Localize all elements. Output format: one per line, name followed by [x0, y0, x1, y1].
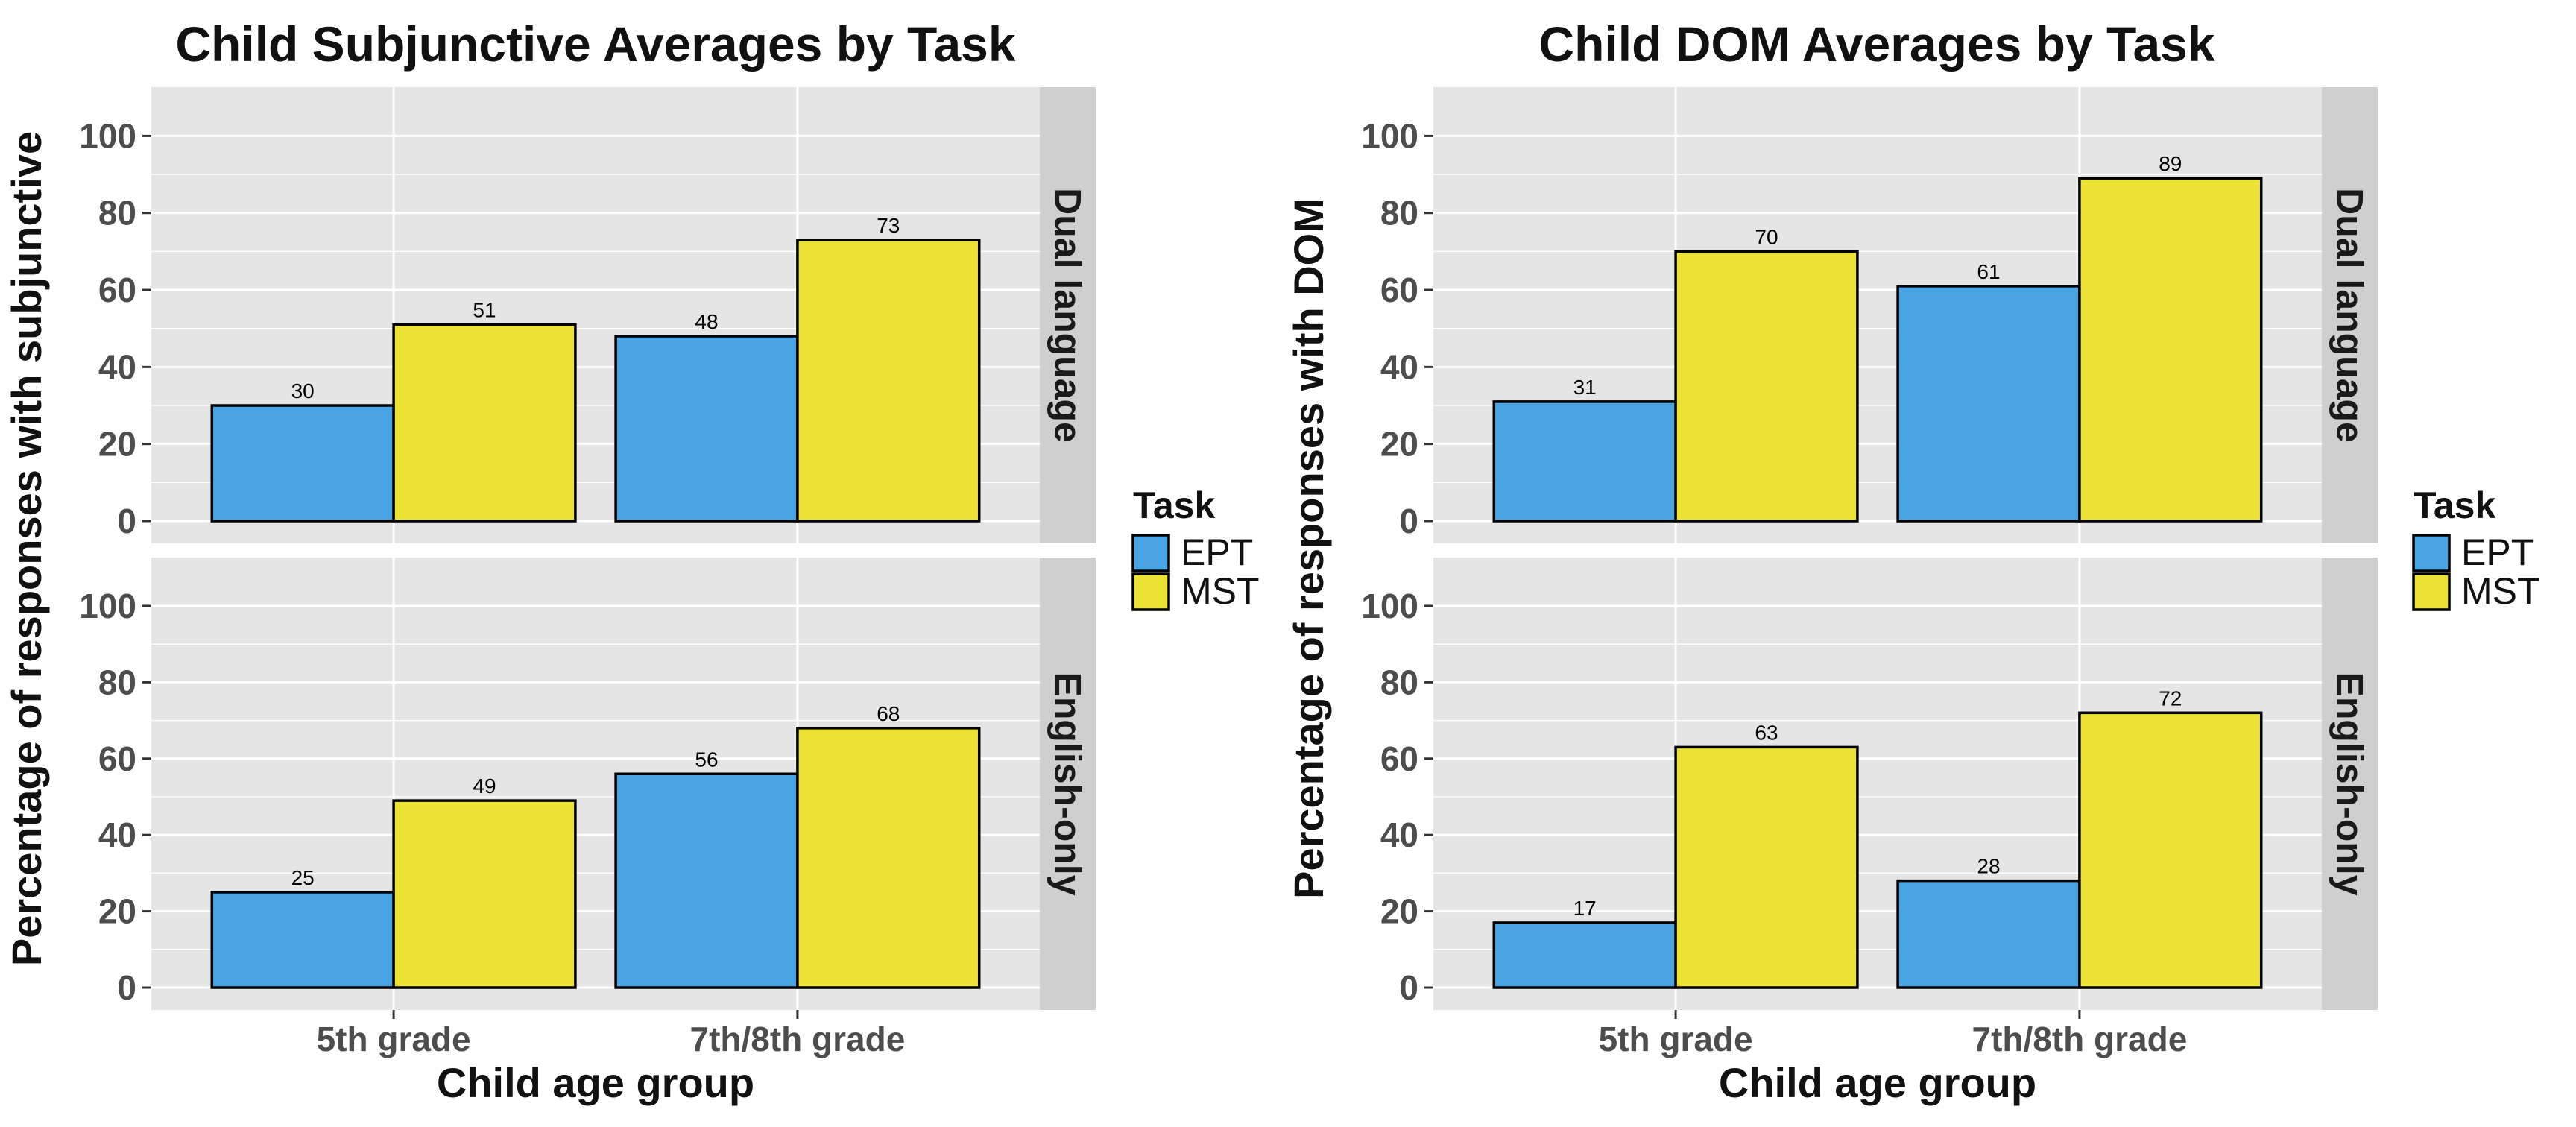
y-tick-label: 40 — [98, 815, 136, 854]
y-tick-label: 0 — [117, 968, 136, 1007]
legend-title: Task — [1133, 484, 1215, 526]
x-tick-label: 5th grade — [1599, 1020, 1753, 1058]
y-axis-title: Percentage of responses with subjunctive — [3, 131, 50, 966]
legend-key-ept — [2412, 534, 2451, 572]
x-axis-title: Child age group — [437, 1059, 754, 1106]
y-tick-label: 80 — [1380, 663, 1418, 701]
data-label: 17 — [1573, 897, 1597, 920]
legend-label: MST — [1181, 570, 1260, 612]
y-tick-label: 60 — [98, 271, 136, 309]
x-axis-title: Child age group — [1719, 1059, 2036, 1106]
data-label: 25 — [291, 866, 315, 889]
y-tick-label: 80 — [98, 663, 136, 701]
y-tick-label: 40 — [1380, 347, 1418, 386]
bar-mst — [392, 323, 577, 523]
bar-ept — [614, 772, 799, 989]
data-label: 89 — [2159, 152, 2182, 175]
y-tick-label: 100 — [1361, 116, 1418, 155]
legend-key-ept — [1131, 534, 1170, 572]
x-tick-label: 5th grade — [317, 1020, 471, 1058]
data-label: 28 — [1977, 855, 2000, 878]
y-tick-label: 80 — [98, 194, 136, 233]
data-label: 70 — [1755, 225, 1778, 248]
x-tick-label: 7th/8th grade — [1972, 1020, 2187, 1058]
y-tick-label: 0 — [1399, 968, 1418, 1007]
data-label: 30 — [291, 379, 315, 402]
bar-ept — [1896, 879, 2081, 989]
data-label: 61 — [1977, 260, 2000, 283]
facet-strip — [1040, 558, 1096, 1010]
y-tick-label: 20 — [98, 892, 136, 931]
y-tick-label: 20 — [1380, 425, 1418, 464]
legend-key-mst — [1131, 572, 1170, 611]
y-tick-label: 0 — [117, 502, 136, 540]
bar-mst — [2078, 177, 2263, 523]
data-label: 51 — [473, 299, 496, 322]
legend-label: EPT — [1181, 531, 1253, 573]
facet-strip — [1040, 87, 1096, 543]
y-tick-label: 40 — [98, 347, 136, 386]
bar-ept — [210, 404, 395, 523]
bar-ept — [210, 891, 395, 989]
facet-label: Dual language — [2329, 188, 2371, 443]
bar-mst — [796, 239, 981, 523]
bar-ept — [614, 335, 799, 523]
legend-key-mst — [2412, 572, 2451, 611]
bar-mst — [2078, 711, 2263, 989]
data-label: 31 — [1573, 376, 1597, 399]
data-label: 49 — [473, 774, 496, 798]
y-tick-label: 40 — [1380, 815, 1418, 854]
y-tick-label: 100 — [79, 587, 136, 625]
y-tick-label: 100 — [1361, 587, 1418, 625]
y-tick-label: 100 — [79, 116, 136, 155]
y-tick-label: 20 — [1380, 892, 1418, 931]
legend-title: Task — [2414, 484, 2496, 526]
y-tick-label: 20 — [98, 425, 136, 464]
y-axis-title: Percentage of responses with DOM — [1285, 198, 1332, 899]
y-tick-label: 60 — [1380, 739, 1418, 778]
data-label: 72 — [2159, 686, 2182, 710]
legend-label: EPT — [2461, 531, 2534, 573]
facet-label: Dual language — [1047, 188, 1089, 443]
bar-mst — [1674, 250, 1859, 523]
bar-mst — [392, 799, 577, 989]
bar-mst — [796, 727, 981, 989]
bar-mst — [1674, 745, 1859, 989]
facet-label: English-only — [1047, 672, 1089, 896]
y-tick-label: 80 — [1380, 194, 1418, 233]
y-tick-label: 60 — [98, 739, 136, 778]
x-tick-label: 7th/8th grade — [689, 1020, 905, 1058]
bar-ept — [1492, 400, 1677, 523]
chart-title: Child Subjunctive Averages by Task — [175, 16, 1016, 72]
data-label: 56 — [695, 748, 718, 771]
data-label: 63 — [1755, 721, 1778, 744]
data-label: 73 — [877, 214, 900, 237]
chart-title: Child DOM Averages by Task — [1538, 16, 2214, 72]
y-tick-label: 60 — [1380, 271, 1418, 309]
legend-label: MST — [2461, 570, 2540, 612]
data-label: 68 — [877, 702, 900, 725]
facet-strip — [2322, 87, 2378, 543]
bar-ept — [1492, 921, 1677, 989]
y-tick-label: 0 — [1399, 502, 1418, 540]
data-label: 48 — [695, 310, 718, 333]
facet-label: English-only — [2329, 672, 2371, 896]
facet-strip — [2322, 558, 2378, 1010]
bar-ept — [1896, 285, 2081, 523]
